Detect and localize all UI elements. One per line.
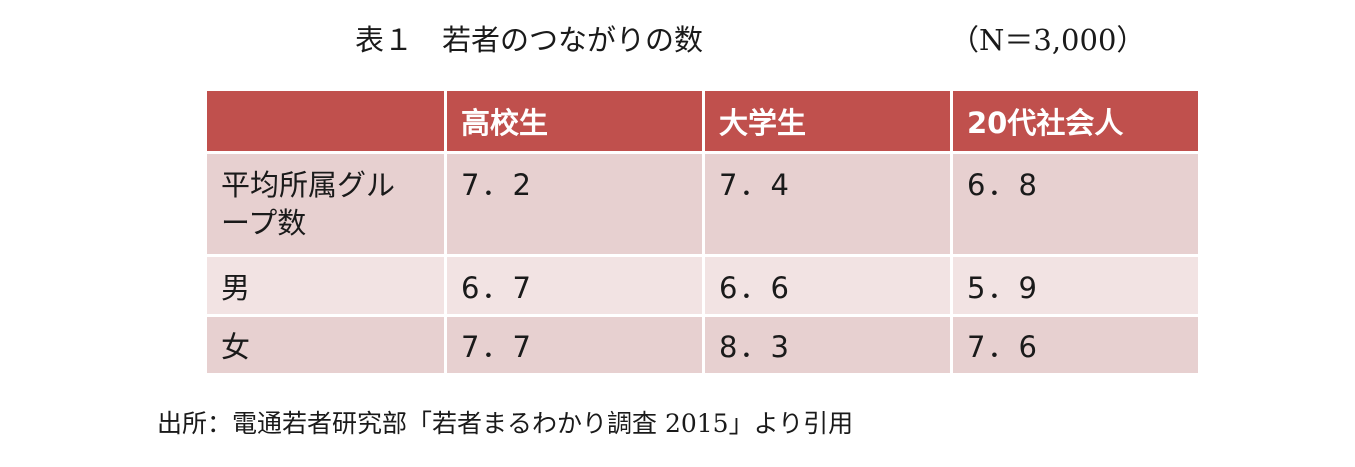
table-cell: 7．4 (702, 151, 953, 257)
header-cell-corner (204, 88, 447, 154)
table-cell: 5．9 (950, 254, 1201, 317)
table-cell: 7．2 (444, 151, 705, 257)
table-cell: 7．6 (950, 314, 1201, 376)
header-cell-highschool: 高校生 (444, 88, 705, 154)
table-cell: 7．7 (444, 314, 705, 376)
source-note: 出所：電通若者研究部「若者まるわかり調査 2015」より引用 (157, 409, 854, 438)
table-cell: 6．7 (444, 254, 705, 317)
table-cell: 8．3 (702, 314, 953, 376)
table-row: 男 6．7 6．6 5．9 (204, 254, 1201, 317)
data-table: 高校生 大学生 20代社会人 平均所属グループ数 7．2 7．4 6．8 男 6… (204, 88, 1201, 376)
sample-size: （N＝3,000） (950, 23, 1146, 57)
table-cell: 6．6 (702, 254, 953, 317)
table-cell: 6．8 (950, 151, 1201, 257)
table-title: 表１ 若者のつながりの数 (355, 23, 704, 57)
row-label: 男 (204, 254, 447, 317)
header-cell-worker: 20代社会人 (950, 88, 1201, 154)
row-label: 平均所属グループ数 (204, 151, 447, 257)
table-row: 平均所属グループ数 7．2 7．4 6．8 (204, 151, 1201, 257)
table-row: 女 7．7 8．3 7．6 (204, 314, 1201, 376)
row-label: 女 (204, 314, 447, 376)
header-cell-university: 大学生 (702, 88, 953, 154)
row-label-text: 平均所属グループ数 (221, 168, 396, 240)
header-row: 高校生 大学生 20代社会人 (204, 88, 1201, 154)
